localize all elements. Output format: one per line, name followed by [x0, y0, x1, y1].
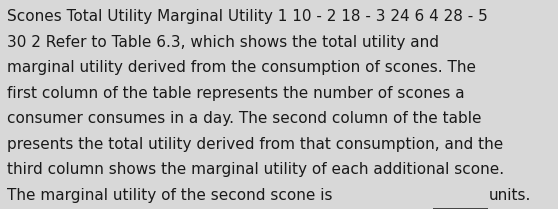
Text: _____: _____ [433, 188, 476, 203]
Text: presents the total utility derived from that consumption, and the: presents the total utility derived from … [7, 137, 503, 152]
Text: units.: units. [488, 188, 531, 203]
Text: first column of the table represents the number of scones a: first column of the table represents the… [7, 86, 464, 101]
Text: 30 2 Refer to Table 6.3, which shows the total utility and: 30 2 Refer to Table 6.3, which shows the… [7, 35, 439, 50]
Text: Scones Total Utility Marginal Utility 1 10 - 2 18 - 3 24 6 4 28 - 5: Scones Total Utility Marginal Utility 1 … [7, 9, 488, 24]
Text: third column shows the marginal utility of each additional scone.: third column shows the marginal utility … [7, 162, 504, 177]
Text: The marginal utility of the second scone is: The marginal utility of the second scone… [7, 188, 337, 203]
Text: marginal utility derived from the consumption of scones. The: marginal utility derived from the consum… [7, 60, 476, 75]
Text: consumer consumes in a day. The second column of the table: consumer consumes in a day. The second c… [7, 111, 481, 126]
